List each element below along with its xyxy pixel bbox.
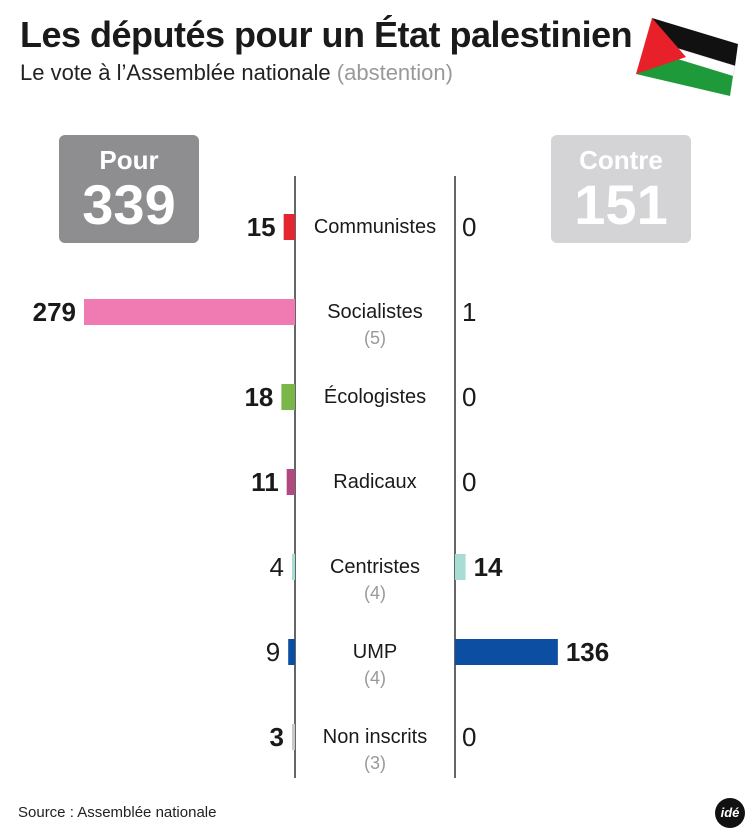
subtitle-abstention: (abstention) [336, 60, 453, 85]
pour-bar-radicaux [286, 469, 295, 495]
contre-bar-centristes [455, 554, 466, 580]
contre-value-communistes: 0 [462, 212, 476, 242]
pour-bar-socialistes [84, 299, 295, 325]
abstention-centristes: (4) [364, 583, 386, 603]
total-contre-box: Contre 151 [551, 135, 691, 243]
pour-value-communistes: 15 [247, 212, 276, 242]
contre-value-ump: 136 [566, 637, 609, 667]
pour-value-ump: 9 [266, 637, 280, 667]
pour-value-ecologistes: 18 [244, 382, 273, 412]
total-pour-value: 339 [82, 173, 176, 236]
palestine-flag-icon [636, 18, 738, 96]
flag-red-triangle [636, 18, 686, 74]
category-label-socialistes: Socialistes [327, 301, 423, 323]
category-label-centristes: Centristes [330, 556, 420, 578]
category-label-ecologistes: Écologistes [324, 385, 426, 408]
pour-value-radicaux: 11 [251, 467, 279, 497]
contre-value-socialistes: 1 [462, 297, 476, 327]
abstention-non-inscrits: (3) [364, 753, 386, 773]
contre-value-non-inscrits: 0 [462, 722, 476, 752]
pour-bar-non-inscrits [292, 724, 295, 750]
page-title: Les députés pour un État palestinien [20, 14, 633, 55]
category-label-communistes: Communistes [314, 216, 436, 238]
contre-value-ecologistes: 0 [462, 382, 476, 412]
contre-value-radicaux: 0 [462, 467, 476, 497]
contre-bar-ump [455, 639, 558, 665]
subtitle-main: Le vote à l’Assemblée nationale [20, 60, 331, 85]
category-label-non-inscrits: Non inscrits [323, 726, 427, 748]
total-pour-label: Pour [99, 145, 159, 175]
abstention-ump: (4) [364, 668, 386, 688]
abstention-socialistes: (5) [364, 328, 386, 348]
flag-black-stripe [650, 18, 738, 66]
pour-bar-ecologistes [281, 384, 295, 410]
category-label-ump: UMP [353, 641, 397, 663]
pour-bar-centristes [291, 554, 295, 580]
total-pour-box: Pour 339 [59, 135, 199, 243]
total-contre-label: Contre [579, 145, 663, 175]
pour-value-socialistes: 279 [33, 297, 76, 327]
ide-logo: idé [715, 798, 745, 828]
source-note: Source : Assemblée nationale [18, 804, 217, 821]
pour-value-centristes: 4 [270, 552, 284, 582]
category-label-radicaux: Radicaux [333, 471, 416, 493]
pour-bar-communistes [283, 214, 295, 240]
pour-bar-ump [288, 639, 295, 665]
total-contre-value: 151 [574, 173, 668, 236]
contre-value-centristes: 14 [474, 552, 503, 582]
pour-value-non-inscrits: 3 [270, 722, 284, 752]
subtitle: Le vote à l’Assemblée nationale (abstent… [20, 60, 453, 86]
